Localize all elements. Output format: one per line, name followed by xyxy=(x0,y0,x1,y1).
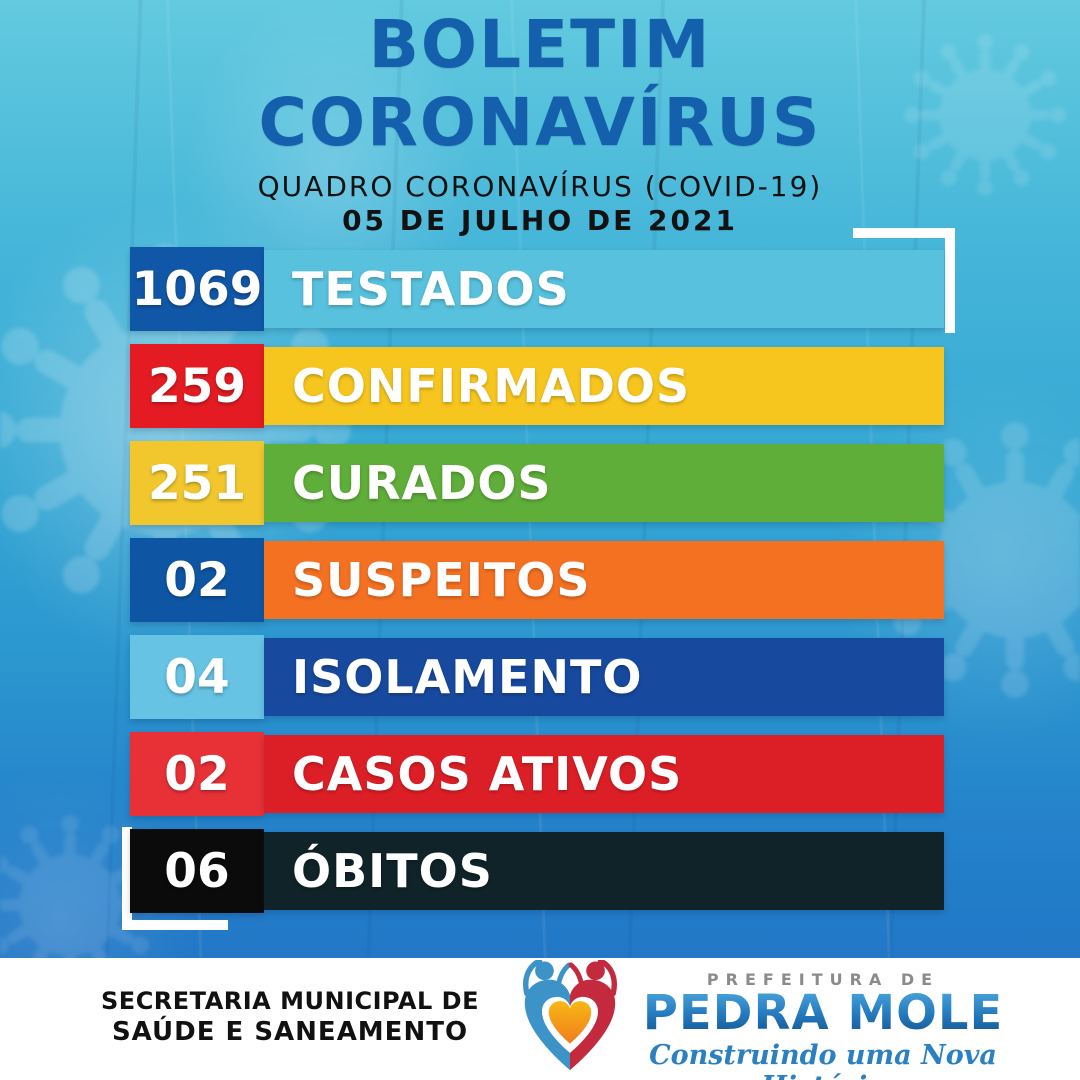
stat-label: CASOS ATIVOS xyxy=(292,746,683,801)
logo-city-name: PEDRA MOLE xyxy=(634,989,1012,1038)
stat-label: SUSPEITOS xyxy=(292,552,591,607)
stat-row: 06 ÓBITOS xyxy=(130,829,944,913)
org-name: SECRETARIA MUNICIPAL DE SAÚDE E SANEAMEN… xyxy=(80,986,500,1049)
stat-label: ÓBITOS xyxy=(292,843,493,898)
stat-row: 02 SUSPEITOS xyxy=(130,538,944,622)
stat-row: 259 CONFIRMADOS xyxy=(130,344,944,428)
stat-label: CONFIRMADOS xyxy=(292,358,691,413)
stat-value: 02 xyxy=(130,538,264,622)
subtitle: QUADRO CORONAVÍRUS (COVID-19) xyxy=(257,170,823,203)
stat-value: 251 xyxy=(130,441,264,525)
title-line2: CORONAVÍRUS xyxy=(258,84,822,161)
stat-label-bar: CASOS ATIVOS xyxy=(264,734,944,814)
title-line1: BOLETIM xyxy=(368,6,712,83)
city-logo: PREFEITURA DE PEDRA MOLE Construindo uma… xyxy=(510,960,1012,1080)
stat-row: 04 ISOLAMENTO xyxy=(130,635,944,719)
stat-row: 1069 TESTADOS xyxy=(130,247,944,331)
stat-label-bar: ISOLAMENTO xyxy=(264,637,944,717)
heart-figures-logo-icon xyxy=(523,960,617,1071)
stat-value: 04 xyxy=(130,635,264,719)
stat-value: 259 xyxy=(130,344,264,428)
stat-label-bar: ÓBITOS xyxy=(264,831,944,911)
report-date: 05 DE JULHO DE 2021 xyxy=(342,204,738,237)
stat-label: CURADOS xyxy=(292,455,552,510)
logo-text: PREFEITURA DE PEDRA MOLE Construindo uma… xyxy=(634,960,1012,1080)
stat-value: 02 xyxy=(130,732,264,816)
stat-label-bar: SUSPEITOS xyxy=(264,540,944,620)
logo-prefeitura-de: PREFEITURA DE xyxy=(706,970,940,989)
stat-label-bar: CONFIRMADOS xyxy=(264,346,944,426)
stat-label: TESTADOS xyxy=(292,261,570,316)
org-line1: SECRETARIA MUNICIPAL DE xyxy=(101,987,479,1015)
org-line2: SAÚDE E SANEAMENTO xyxy=(111,1017,469,1047)
stat-label-bar: TESTADOS xyxy=(264,249,944,329)
stat-value: 06 xyxy=(130,829,264,913)
stat-label-bar: CURADOS xyxy=(264,443,944,523)
stat-row: 251 CURADOS xyxy=(130,441,944,525)
footer: SECRETARIA MUNICIPAL DE SAÚDE E SANEAMEN… xyxy=(0,958,1080,1080)
stat-value: 1069 xyxy=(130,247,264,331)
stat-label: ISOLAMENTO xyxy=(292,649,643,704)
stats-rows: 1069 TESTADOS 259 CONFIRMADOS 251 CURADO… xyxy=(130,247,944,913)
stat-row: 02 CASOS ATIVOS xyxy=(130,732,944,816)
logo-slogan: Construindo uma Nova História xyxy=(649,1039,997,1080)
